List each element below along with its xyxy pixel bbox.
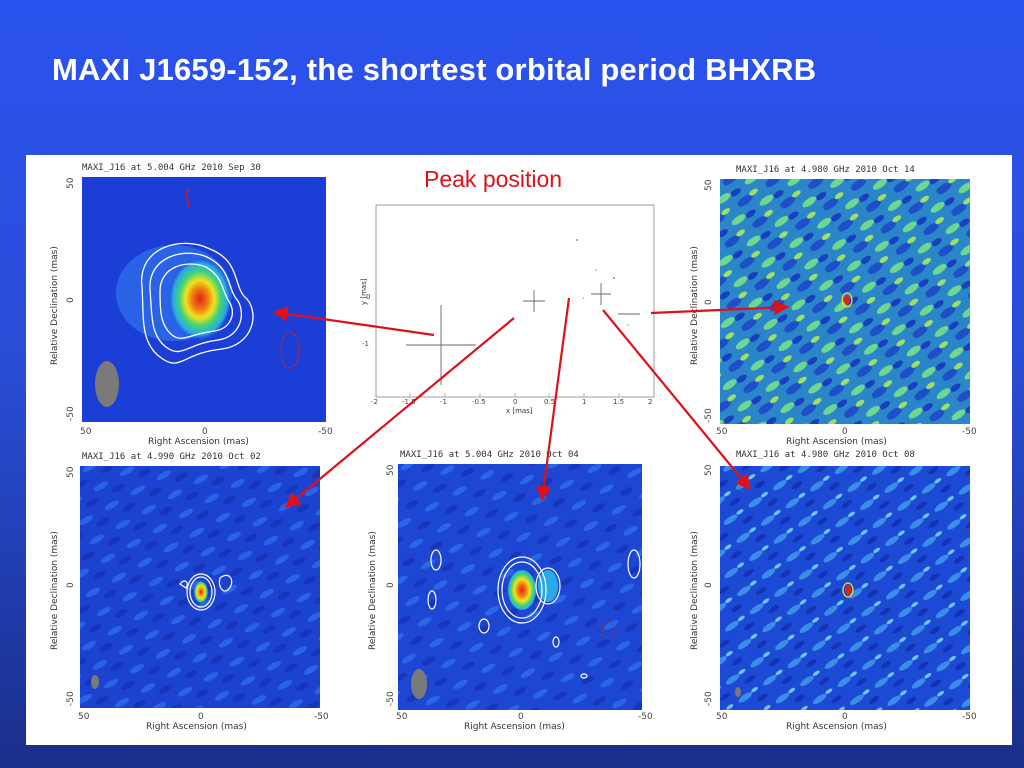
map-bottom-middle: MAXI_J16 at 5.004 GHz 2010 Oct 04 Relati… xyxy=(356,450,666,745)
peak-y-tick: 0 xyxy=(366,293,371,301)
x-tick: 0 xyxy=(198,712,204,722)
map-ylabel: Relative Declination (mas) xyxy=(690,246,700,365)
figure-panel: MAXI_J16 at 5.004 GHz 2010 Sep 30 Relati… xyxy=(26,155,1012,745)
map-top-left: MAXI_J16 at 5.004 GHz 2010 Sep 30 Relati… xyxy=(26,155,336,447)
y-tick: 0 xyxy=(386,582,396,588)
y-tick: 0 xyxy=(704,582,714,588)
map-title: MAXI_J16 at 4.990 GHz 2010 Oct 02 xyxy=(82,452,261,462)
peak-y-tick: -1 xyxy=(362,340,369,348)
y-tick: 50 xyxy=(66,177,76,189)
y-tick: -50 xyxy=(66,406,76,421)
radio-map-image xyxy=(82,177,326,422)
x-tick: 50 xyxy=(78,712,90,722)
map-ylabel: Relative Declination (mas) xyxy=(368,531,378,650)
y-tick: 0 xyxy=(66,297,76,303)
x-tick: -50 xyxy=(318,427,333,437)
map-bottom-left: MAXI_J16 at 4.990 GHz 2010 Oct 02 Relati… xyxy=(26,450,336,745)
peak-x-tick: -1.5 xyxy=(402,398,416,406)
peak-x-tick: -2 xyxy=(371,398,378,406)
y-tick: -50 xyxy=(704,691,714,706)
map-xlabel: Right Ascension (mas) xyxy=(786,437,887,447)
peak-x-tick: -0.5 xyxy=(472,398,486,406)
y-tick: -50 xyxy=(66,691,76,706)
x-tick: 0 xyxy=(842,427,848,437)
x-tick: 0 xyxy=(842,712,848,722)
x-tick: -50 xyxy=(962,427,977,437)
map-ylabel: Relative Declination (mas) xyxy=(50,531,60,650)
x-tick: 0 xyxy=(518,712,524,722)
map-top-right: MAXI_J16 at 4.980 GHz 2010 Oct 14 Relati… xyxy=(686,155,1012,447)
peak-xlabel: x [mas] xyxy=(506,407,533,415)
radio-map-image xyxy=(720,179,970,424)
x-tick: 50 xyxy=(716,427,728,437)
x-tick: 50 xyxy=(396,712,408,722)
slide-title: MAXI J1659-152, the shortest orbital per… xyxy=(52,52,817,87)
peak-ylabel: y [mas] xyxy=(360,278,368,305)
map-bottom-right: MAXI_J16 at 4.980 GHz 2010 Oct 08 Relati… xyxy=(686,450,1012,745)
x-tick: 50 xyxy=(716,712,728,722)
radio-map-image xyxy=(398,464,642,710)
y-tick: 0 xyxy=(704,299,714,305)
map-ylabel: Relative Declination (mas) xyxy=(690,531,700,650)
peak-x-tick: 1.5 xyxy=(613,398,625,406)
map-xlabel: Right Ascension (mas) xyxy=(464,722,565,732)
peak-position-plot: y [mas] 0 -1 -2 -1.5 -1 -0.5 0 0.5 1 1.5… xyxy=(356,195,656,425)
y-tick: 50 xyxy=(386,464,396,476)
map-title: MAXI_J16 at 5.004 GHz 2010 Oct 04 xyxy=(400,450,579,460)
peak-x-tick: 0 xyxy=(513,398,518,406)
peak-x-tick: 1 xyxy=(582,398,587,406)
y-tick: 0 xyxy=(66,582,76,588)
y-tick: 50 xyxy=(704,464,714,476)
map-title: MAXI_J16 at 5.004 GHz 2010 Sep 30 xyxy=(82,163,261,173)
map-xlabel: Right Ascension (mas) xyxy=(148,437,249,447)
peak-x-tick: 2 xyxy=(648,398,653,406)
y-tick: -50 xyxy=(704,408,714,423)
x-tick: -50 xyxy=(962,712,977,722)
map-title: MAXI_J16 at 4.980 GHz 2010 Oct 08 xyxy=(736,450,915,460)
map-ylabel: Relative Declination (mas) xyxy=(50,246,60,365)
map-title: MAXI_J16 at 4.980 GHz 2010 Oct 14 xyxy=(736,165,915,175)
x-tick: 50 xyxy=(80,427,92,437)
x-tick: -50 xyxy=(638,712,653,722)
y-tick: 50 xyxy=(66,466,76,478)
peak-plot-axes xyxy=(375,204,655,398)
radio-map-image xyxy=(720,466,970,710)
radio-map-image xyxy=(80,466,320,708)
y-tick: 50 xyxy=(704,179,714,191)
x-tick: -50 xyxy=(314,712,329,722)
peak-position-label: Peak position xyxy=(424,166,563,192)
map-xlabel: Right Ascension (mas) xyxy=(146,722,247,732)
y-tick: -50 xyxy=(386,691,396,706)
x-tick: 0 xyxy=(202,427,208,437)
peak-x-tick: 0.5 xyxy=(544,398,556,406)
map-xlabel: Right Ascension (mas) xyxy=(786,722,887,732)
peak-x-tick: -1 xyxy=(440,398,447,406)
